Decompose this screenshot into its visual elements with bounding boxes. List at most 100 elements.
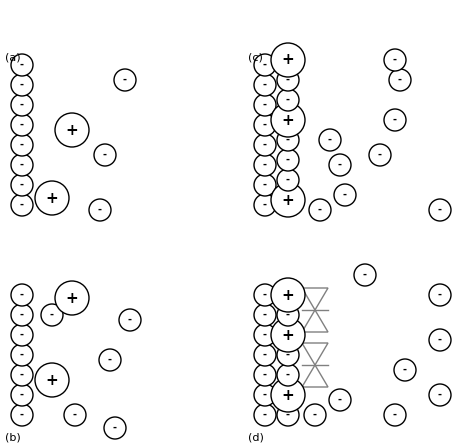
Text: -: - [338, 395, 342, 405]
Circle shape [254, 284, 276, 306]
Text: -: - [20, 60, 24, 70]
Circle shape [119, 309, 141, 331]
Circle shape [271, 318, 305, 352]
Text: -: - [263, 200, 267, 210]
Circle shape [384, 404, 406, 426]
Circle shape [271, 278, 305, 312]
Circle shape [41, 304, 63, 326]
Circle shape [277, 129, 299, 151]
Text: -: - [263, 310, 267, 320]
Text: -: - [286, 350, 290, 360]
Circle shape [11, 304, 33, 326]
Text: -: - [20, 160, 24, 170]
Text: -: - [438, 335, 442, 345]
Circle shape [394, 359, 416, 381]
Text: -: - [108, 355, 112, 365]
Circle shape [254, 134, 276, 156]
Text: -: - [393, 115, 397, 125]
Circle shape [277, 169, 299, 191]
Circle shape [271, 103, 305, 137]
Text: -: - [20, 330, 24, 340]
Text: -: - [438, 205, 442, 215]
Text: -: - [343, 190, 347, 200]
Circle shape [277, 344, 299, 366]
Circle shape [334, 184, 356, 206]
Text: -: - [393, 55, 397, 65]
Circle shape [55, 113, 89, 147]
Circle shape [254, 174, 276, 196]
Text: -: - [50, 310, 54, 320]
Circle shape [254, 154, 276, 176]
Text: -: - [286, 135, 290, 145]
Text: +: + [282, 52, 294, 67]
Circle shape [254, 54, 276, 76]
Text: -: - [263, 180, 267, 190]
Text: -: - [123, 75, 127, 85]
Text: -: - [73, 410, 77, 420]
Circle shape [55, 281, 89, 315]
Text: -: - [263, 390, 267, 400]
Circle shape [11, 114, 33, 136]
Circle shape [254, 364, 276, 386]
Text: +: + [282, 388, 294, 403]
Circle shape [11, 154, 33, 176]
Circle shape [11, 174, 33, 196]
Text: -: - [263, 290, 267, 300]
Circle shape [11, 94, 33, 116]
Text: (d): (d) [248, 432, 264, 442]
Text: -: - [398, 75, 402, 85]
Circle shape [277, 149, 299, 171]
Circle shape [309, 199, 331, 221]
Circle shape [354, 264, 376, 286]
Text: -: - [286, 370, 290, 380]
Text: -: - [98, 205, 102, 215]
Text: (a): (a) [5, 52, 21, 62]
Text: -: - [20, 80, 24, 90]
Circle shape [35, 181, 69, 215]
Text: (c): (c) [248, 52, 263, 62]
Text: +: + [282, 288, 294, 302]
Text: -: - [20, 350, 24, 360]
Circle shape [11, 404, 33, 426]
Text: -: - [263, 330, 267, 340]
Text: +: + [65, 123, 78, 138]
Circle shape [64, 404, 86, 426]
Text: -: - [20, 290, 24, 300]
Text: -: - [263, 350, 267, 360]
Circle shape [11, 324, 33, 346]
Text: (b): (b) [5, 432, 21, 442]
Circle shape [254, 194, 276, 216]
Circle shape [11, 384, 33, 406]
Text: +: + [282, 112, 294, 127]
Text: -: - [263, 120, 267, 130]
Text: -: - [313, 410, 317, 420]
Circle shape [271, 183, 305, 217]
Text: -: - [286, 410, 290, 420]
Circle shape [11, 54, 33, 76]
Circle shape [94, 144, 116, 166]
Circle shape [429, 199, 451, 221]
Text: +: + [46, 190, 58, 206]
Text: -: - [403, 365, 407, 375]
Text: -: - [263, 140, 267, 150]
Polygon shape [302, 310, 328, 332]
Circle shape [104, 417, 126, 439]
Text: -: - [20, 370, 24, 380]
Circle shape [329, 154, 351, 176]
Circle shape [114, 69, 136, 91]
Text: -: - [20, 100, 24, 110]
Text: -: - [286, 310, 290, 320]
Circle shape [271, 378, 305, 412]
Text: -: - [263, 160, 267, 170]
Circle shape [277, 364, 299, 386]
Text: -: - [103, 150, 107, 160]
Circle shape [389, 69, 411, 91]
Circle shape [429, 329, 451, 351]
Text: -: - [263, 100, 267, 110]
Circle shape [429, 284, 451, 306]
Polygon shape [302, 288, 328, 310]
Text: +: + [65, 290, 78, 305]
Circle shape [11, 364, 33, 386]
Text: -: - [286, 75, 290, 85]
Circle shape [11, 284, 33, 306]
